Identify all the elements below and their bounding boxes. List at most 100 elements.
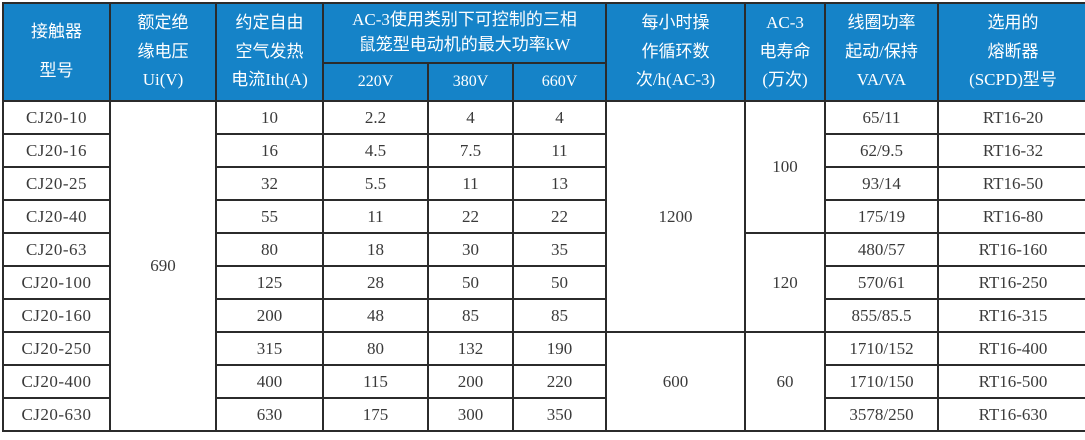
table-row: CJ20-630 630 175 300 350 3578/250 RT16-6… — [2, 397, 1085, 432]
cell-cycles-merged: 1200 — [605, 100, 746, 333]
header-text: 接触器 — [31, 22, 82, 42]
cell-ith: 630 — [215, 397, 324, 432]
header-text: 型号 — [39, 60, 74, 80]
cell-ith: 55 — [215, 199, 324, 234]
cell-coil: 93/14 — [824, 166, 939, 201]
cell-kw660: 85 — [512, 298, 607, 333]
cell-kw380: 200 — [427, 364, 514, 399]
cell-kw660: 22 — [512, 199, 607, 234]
table-row: CJ20-63 80 18 30 35 120 480/57 RT16-160 — [2, 232, 1085, 333]
header-text: 选用的 — [987, 12, 1039, 32]
header-text: 起动/保持 — [845, 41, 918, 61]
cell-kw220: 175 — [322, 397, 429, 432]
header-subcol-380v: 380V — [427, 62, 514, 102]
cell-kw660: 350 — [512, 397, 607, 432]
cell-coil: 855/85.5 — [824, 298, 939, 333]
cell-ui-merged: 690 — [109, 100, 217, 432]
cell-kw660: 190 — [512, 331, 607, 366]
cell-kw380: 11 — [427, 166, 514, 201]
cell-ith: 32 — [215, 166, 324, 201]
header-subcol-220v: 220V — [322, 62, 429, 102]
table-row: CJ20-40 55 11 22 22 175/19 RT16-80 — [2, 199, 1085, 234]
cell-kw380: 132 — [427, 331, 514, 366]
header-text: (SCPD)型号 — [969, 70, 1057, 90]
cell-coil: 480/57 — [824, 232, 939, 267]
cell-kw660: 11 — [512, 133, 607, 168]
cell-ith: 80 — [215, 232, 324, 267]
cell-kw220: 5.5 — [322, 166, 429, 201]
contactor-spec-table: 接触器 型号 额定绝 缘电压 Ui(V) 约定自由 空气发热 电流Ith — [2, 2, 1085, 432]
cell-model: CJ20-100 — [2, 265, 111, 300]
cell-coil: 62/9.5 — [824, 133, 939, 168]
header-fuse-model: 选用的 熔断器 (SCPD)型号 — [937, 2, 1085, 102]
cell-kw220: 11 — [322, 199, 429, 234]
header-text: 熔断器 — [987, 41, 1039, 61]
header-text: AC-3 — [766, 12, 804, 32]
header-row-main: 接触器 型号 额定绝 缘电压 Ui(V) 约定自由 空气发热 电流Ith — [2, 2, 1085, 102]
header-text: 电流Ith(A) — [231, 70, 308, 90]
table-row: CJ20-100 125 28 50 50 570/61 RT16-250 — [2, 265, 1085, 300]
cell-ith: 200 — [215, 298, 324, 333]
cell-fuse: RT16-630 — [937, 397, 1085, 432]
table-row: CJ20-160 200 48 85 85 855/85.5 RT16-315 — [2, 298, 1085, 333]
cell-fuse: RT16-315 — [937, 298, 1085, 333]
header-thermal-current: 约定自由 空气发热 电流Ith(A) — [215, 2, 324, 102]
header-coil-power: 线圈功率 起动/保持 VA/VA — [824, 2, 939, 102]
cell-kw660: 50 — [512, 265, 607, 300]
cell-model: CJ20-16 — [2, 133, 111, 168]
cell-kw220: 2.2 — [322, 100, 429, 135]
cell-kw220: 28 — [322, 265, 429, 300]
cell-fuse: RT16-400 — [937, 331, 1085, 366]
cell-model: CJ20-630 — [2, 397, 111, 432]
cell-life-merged: 60 — [744, 331, 826, 432]
cell-fuse: RT16-50 — [937, 166, 1085, 201]
cell-coil: 3578/250 — [824, 397, 939, 432]
cell-coil: 570/61 — [824, 265, 939, 300]
cell-fuse: RT16-32 — [937, 133, 1085, 168]
cell-cycles-merged: 600 — [605, 331, 746, 432]
cell-model: CJ20-400 — [2, 364, 111, 399]
header-text: 空气发热 — [235, 41, 304, 61]
header-text: 每小时操 — [641, 12, 710, 32]
cell-kw660: 13 — [512, 166, 607, 201]
header-insulation-voltage: 额定绝 缘电压 Ui(V) — [109, 2, 217, 102]
header-text: 线圈功率 — [847, 12, 916, 32]
cell-model: CJ20-63 — [2, 232, 111, 267]
cell-kw660: 4 — [512, 100, 607, 135]
cell-kw380: 85 — [427, 298, 514, 333]
header-cycles-per-hour: 每小时操 作循环数 次/h(AC-3) — [605, 2, 746, 102]
cell-coil: 65/11 — [824, 100, 939, 135]
cell-kw380: 50 — [427, 265, 514, 300]
table-row: CJ20-25 32 5.5 11 13 93/14 RT16-50 — [2, 166, 1085, 201]
cell-ith: 125 — [215, 265, 324, 300]
cell-ith: 10 — [215, 100, 324, 135]
header-text: 鼠笼型电动机的最大功率kW — [358, 35, 571, 55]
cell-kw380: 30 — [427, 232, 514, 267]
cell-model: CJ20-10 — [2, 100, 111, 135]
cell-kw220: 48 — [322, 298, 429, 333]
cell-model: CJ20-25 — [2, 166, 111, 201]
cell-model: CJ20-40 — [2, 199, 111, 234]
cell-fuse: RT16-80 — [937, 199, 1085, 234]
cell-kw220: 115 — [322, 364, 429, 399]
cell-fuse: RT16-500 — [937, 364, 1085, 399]
cell-life-merged: 100 — [744, 100, 826, 234]
header-text: (万次) — [762, 70, 808, 90]
cell-kw220: 4.5 — [322, 133, 429, 168]
header-text: 约定自由 — [235, 12, 304, 32]
cell-kw660: 220 — [512, 364, 607, 399]
cell-ith: 16 — [215, 133, 324, 168]
cell-fuse: RT16-250 — [937, 265, 1085, 300]
cell-kw660: 35 — [512, 232, 607, 267]
header-text: 作循环数 — [641, 41, 710, 61]
cell-ith: 315 — [215, 331, 324, 366]
table-row: CJ20-400 400 115 200 220 1710/150 RT16-5… — [2, 364, 1085, 399]
header-text: Ui(V) — [142, 70, 184, 90]
header-ac3-max-power-group: AC-3使用类别下可控制的三相 鼠笼型电动机的最大功率kW — [322, 2, 607, 64]
table-row: CJ20-250 315 80 132 190 600 60 1710/152 … — [2, 331, 1085, 432]
cell-model: CJ20-160 — [2, 298, 111, 333]
header-electrical-life: AC-3 电寿命 (万次) — [744, 2, 826, 102]
cell-life-merged: 120 — [744, 232, 826, 333]
header-text: VA/VA — [856, 70, 907, 90]
